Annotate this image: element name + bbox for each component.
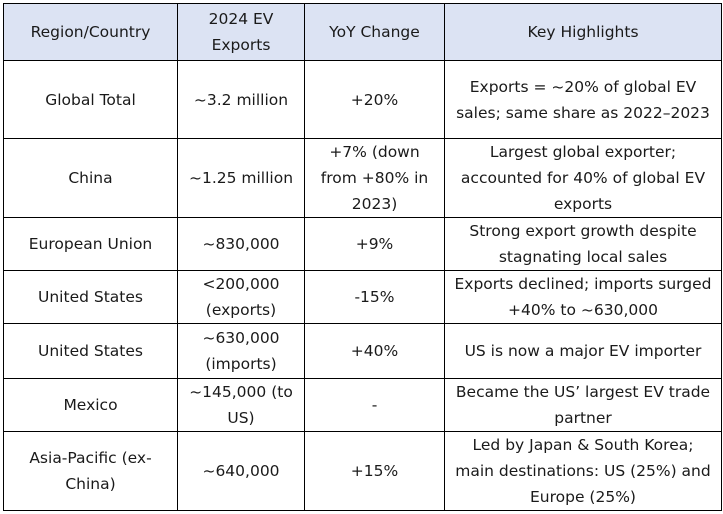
header-row: Region/Country 2024 EV Exports YoY Chang…: [3, 3, 722, 61]
cell-yoy: +7% (down from +80% in 2023): [304, 138, 445, 218]
cell-exports: ~3.2 million: [177, 60, 305, 139]
cell-highlights: Led by Japan & South Korea; main destina…: [444, 431, 722, 511]
cell-yoy: +40%: [304, 323, 445, 379]
cell-yoy: +9%: [304, 217, 445, 271]
cell-exports: ~630,000 (imports): [177, 323, 305, 379]
cell-highlights: Strong export growth despite stagnating …: [444, 217, 722, 271]
header-yoy: YoY Change: [304, 3, 445, 61]
cell-region: China: [3, 138, 178, 218]
cell-region: United States: [3, 270, 178, 324]
cell-highlights: Exports declined; imports surged +40% to…: [444, 270, 722, 324]
table-row: Asia-Pacific (ex-China) ~640,000 +15% Le…: [3, 431, 722, 511]
ev-exports-table: Region/Country 2024 EV Exports YoY Chang…: [3, 3, 722, 511]
cell-highlights: US is now a major EV importer: [444, 323, 722, 379]
header-highlights: Key Highlights: [444, 3, 722, 61]
table-row: Global Total ~3.2 million +20% Exports =…: [3, 60, 722, 139]
cell-region: European Union: [3, 217, 178, 271]
cell-exports: <200,000 (exports): [177, 270, 305, 324]
cell-yoy: -15%: [304, 270, 445, 324]
cell-yoy: +20%: [304, 60, 445, 139]
header-region: Region/Country: [3, 3, 178, 61]
cell-yoy: +15%: [304, 431, 445, 511]
table-row: China ~1.25 million +7% (down from +80% …: [3, 138, 722, 218]
table-row: Mexico ~145,000 (to US) - Became the US’…: [3, 378, 722, 432]
table-body: Global Total ~3.2 million +20% Exports =…: [3, 60, 722, 511]
cell-region: United States: [3, 323, 178, 379]
table-header: Region/Country 2024 EV Exports YoY Chang…: [3, 3, 722, 61]
cell-region: Global Total: [3, 60, 178, 139]
table-row: European Union ~830,000 +9% Strong expor…: [3, 217, 722, 271]
table-row: United States <200,000 (exports) -15% Ex…: [3, 270, 722, 324]
cell-yoy: -: [304, 378, 445, 432]
cell-highlights: Became the US’ largest EV trade partner: [444, 378, 722, 432]
cell-region: Asia-Pacific (ex-China): [3, 431, 178, 511]
cell-highlights: Exports = ~20% of global EV sales; same …: [444, 60, 722, 139]
header-exports: 2024 EV Exports: [177, 3, 305, 61]
cell-region: Mexico: [3, 378, 178, 432]
cell-exports: ~830,000: [177, 217, 305, 271]
cell-exports: ~1.25 million: [177, 138, 305, 218]
cell-exports: ~145,000 (to US): [177, 378, 305, 432]
table-row: United States ~630,000 (imports) +40% US…: [3, 323, 722, 379]
cell-highlights: Largest global exporter; accounted for 4…: [444, 138, 722, 218]
cell-exports: ~640,000: [177, 431, 305, 511]
